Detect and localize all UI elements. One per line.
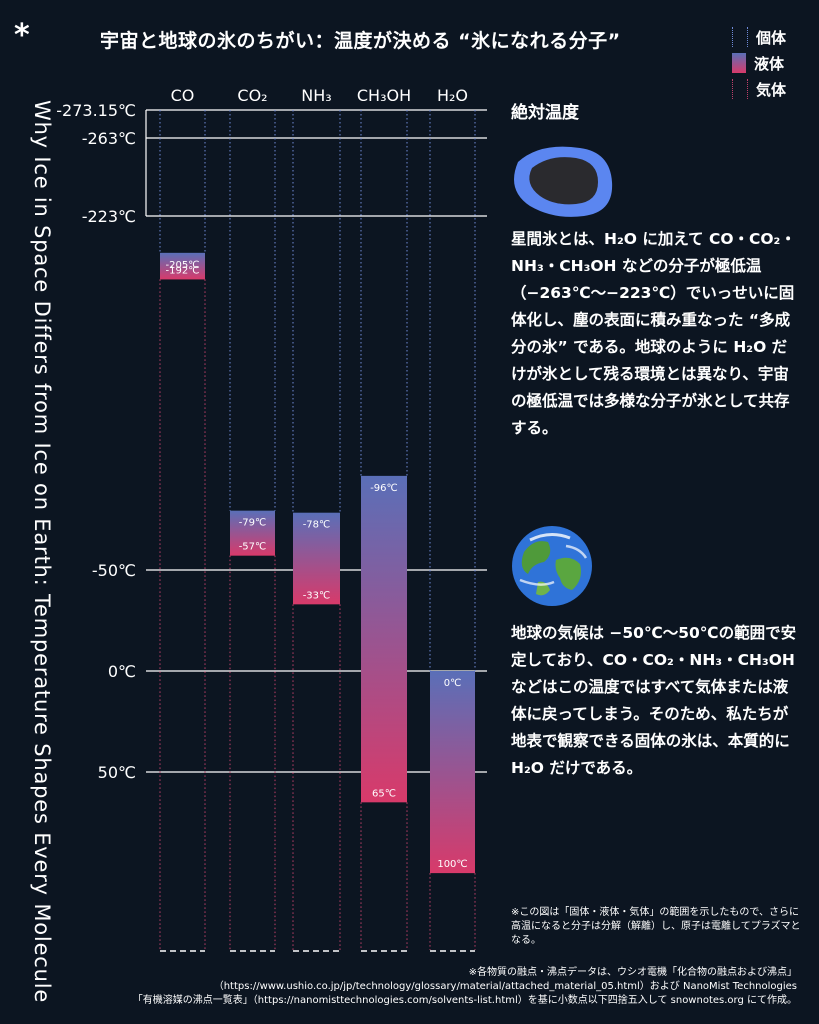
legend-label-solid: 個体 — [756, 28, 787, 47]
page-title: 宇宙と地球の氷のちがい：温度が決める “氷になれる分子” — [100, 30, 621, 52]
legend-item-gas: 気体 — [732, 76, 786, 102]
melting-point-label: 0℃ — [444, 678, 462, 689]
legend-item-liquid: 液体 — [732, 50, 786, 76]
footer-line: （https://www.ushio.co.jp/jp/technology/g… — [213, 981, 797, 992]
legend: 個体 液体 気体 — [732, 24, 786, 102]
reference-line-label: 0℃ — [108, 662, 136, 681]
melting-point-label: -96℃ — [370, 483, 398, 494]
earth-icon — [512, 526, 592, 606]
footer-line: ※各物質の融点・沸点データは、ウシオ電機「化合物の融点および沸点」 — [468, 967, 797, 978]
reference-line-label: -50℃ — [92, 561, 136, 580]
reference-line-label: 50℃ — [98, 763, 136, 782]
section-heading-absolute-temperature: 絶対温度 — [511, 103, 579, 123]
legend-swatch-gas — [732, 79, 748, 99]
category-label: CO — [171, 86, 195, 105]
liquid-range-bar — [160, 252, 205, 280]
legend-swatch-solid — [732, 27, 748, 47]
category-label: H₂O — [437, 86, 468, 105]
legend-item-solid: 個体 — [732, 24, 786, 50]
footer-line: 「有機溶媒の沸点一覧表」（https://nanomisttechnologie… — [132, 995, 797, 1006]
boiling-point-label: -33℃ — [303, 590, 331, 601]
liquid-range-bar — [361, 475, 407, 803]
melting-point-label: -205℃ — [166, 260, 200, 271]
asterisk-mark: * — [14, 18, 30, 53]
phase-note: ※この図は「固体・液体・気体」の範囲を示したもので、さらに高温になると分子は分解… — [511, 907, 801, 946]
category-label: CO₂ — [237, 86, 267, 105]
reference-line-label: -263℃ — [82, 129, 136, 148]
boiling-point-label: -57℃ — [239, 542, 267, 553]
earth-ice-paragraph: 地球の気候は −50℃〜50℃の範囲で安定しており、CO・CO₂・NH₃・CH₃… — [511, 624, 797, 777]
source-footer: ※各物質の融点・沸点データは、ウシオ電機「化合物の融点および沸点」 （https… — [37, 966, 797, 1008]
legend-label-gas: 気体 — [756, 80, 787, 99]
liquid-range-bar — [293, 512, 340, 605]
boiling-point-label: -192℃ — [166, 265, 200, 276]
melting-point-label: -79℃ — [239, 518, 267, 529]
reference-line-label: -223℃ — [82, 207, 136, 226]
category-label: CH₃OH — [357, 86, 411, 105]
liquid-range-bar — [430, 671, 475, 874]
phase-range-chart: -273.15℃ -263℃ -223℃ -50℃ 0℃ 50℃ CO -205℃-192℃ C… — [56, 86, 487, 952]
dust-grain-icon — [514, 146, 613, 217]
liquid-range-bar — [230, 510, 275, 556]
legend-label-liquid: 液体 — [754, 54, 785, 73]
vertical-title: Why Ice in Space Differs from Ice on Ear… — [30, 100, 54, 1004]
boiling-point-label: 65℃ — [372, 788, 396, 799]
category-label: NH₃ — [301, 86, 331, 105]
reference-line-label: -273.15℃ — [56, 101, 136, 120]
space-ice-paragraph: 星間氷とは、H₂O に加えて CO・CO₂・NH₃・CH₃OH などの分子が極低… — [511, 230, 796, 437]
melting-point-label: -78℃ — [303, 520, 331, 531]
legend-swatch-liquid — [732, 53, 746, 73]
boiling-point-label: 100℃ — [437, 859, 467, 870]
